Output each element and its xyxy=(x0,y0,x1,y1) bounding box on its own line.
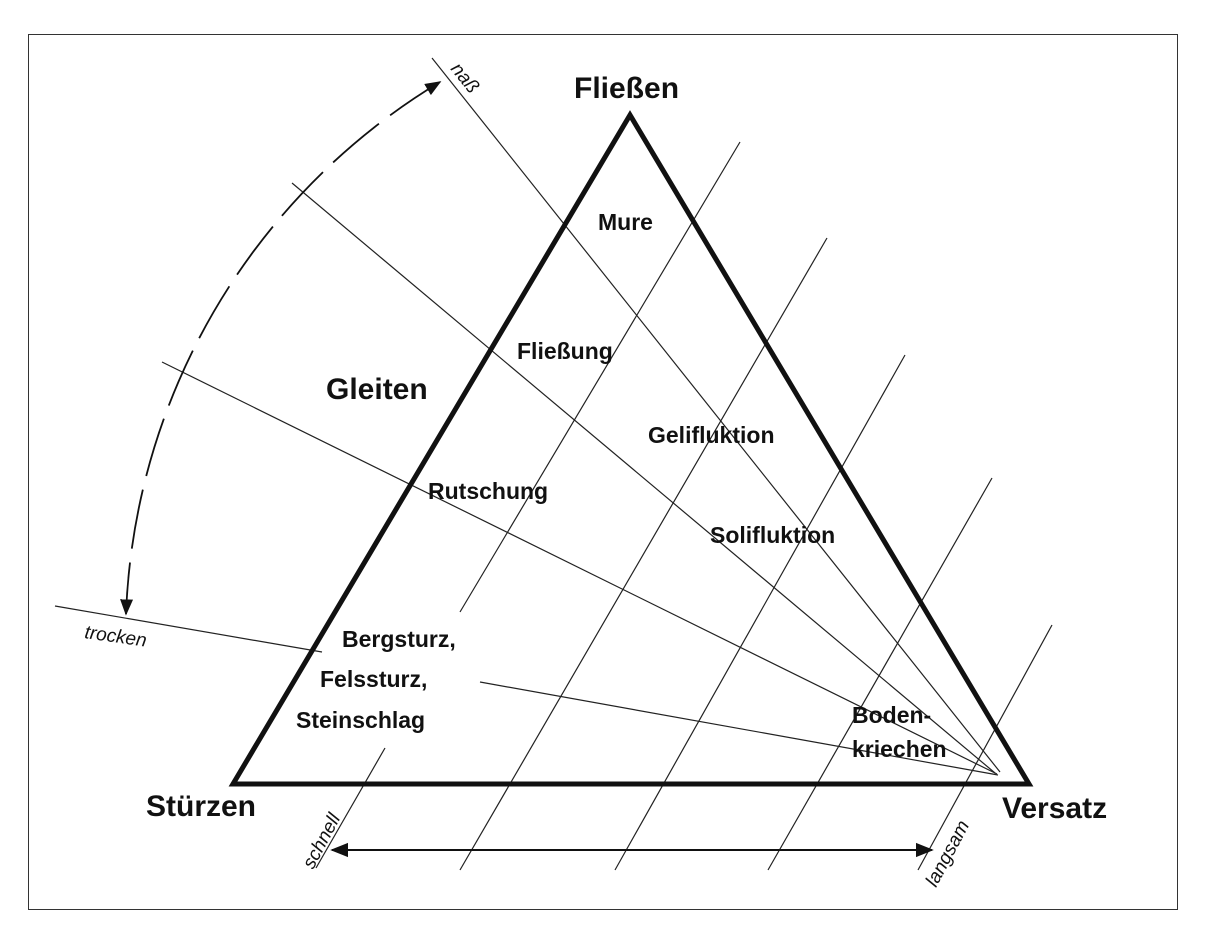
speed-line-1 xyxy=(315,747,386,869)
process-label-fliessung: Fließung xyxy=(517,338,613,364)
speed-line-5 xyxy=(767,477,993,871)
process-label-boden: Boden- xyxy=(852,702,931,728)
process-label-mure: Mure xyxy=(598,209,653,235)
moisture-line-1 xyxy=(431,57,1001,773)
speed-line-6 xyxy=(917,624,1053,871)
axis-label-wet: naß xyxy=(446,59,483,98)
corner-label-bottom-right: Versatz xyxy=(1002,792,1107,825)
moisture-lines xyxy=(54,57,1001,776)
moisture-line-4 xyxy=(54,605,323,653)
process-label-felssturz: Felssturz, xyxy=(320,666,427,692)
corner-label-top: Fließen xyxy=(574,72,679,105)
process-label-bergsturz: Bergsturz, xyxy=(342,626,456,652)
diagram-frame xyxy=(28,34,1178,910)
process-label-rutschung: Rutschung xyxy=(428,478,548,504)
process-label-steinschlag: Steinschlag xyxy=(296,707,425,733)
axis-label-fast: schnell xyxy=(299,810,346,873)
process-label-gelifluktion: Gelifluktion xyxy=(648,422,775,448)
process-label-kriechen: kriechen xyxy=(852,736,947,762)
corner-label-bottom-left: Stürzen xyxy=(146,790,256,823)
axis-label-slow: langsam xyxy=(922,817,974,890)
axis-label-dry: trocken xyxy=(83,622,148,651)
process-label-solifluktion: Solifluktion xyxy=(710,522,835,548)
moisture-line-5 xyxy=(479,681,999,776)
moisture-arrow xyxy=(120,81,442,616)
corner-label-left: Gleiten xyxy=(326,373,428,406)
speed-line-3 xyxy=(459,237,828,871)
